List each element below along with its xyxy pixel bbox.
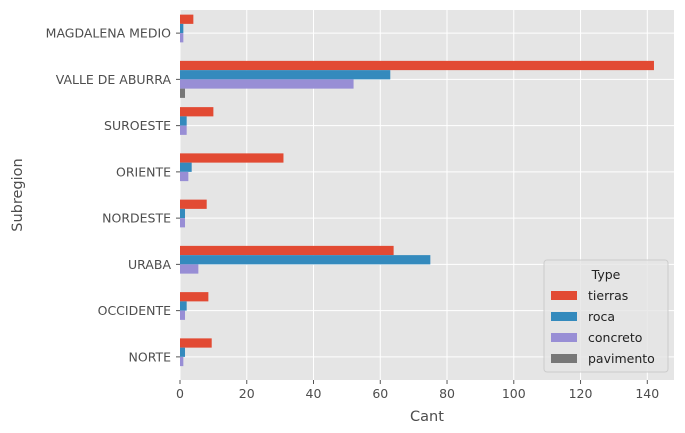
legend-swatch-pavimento [551, 354, 577, 363]
y-tick-label: SUROESTE [104, 118, 171, 133]
bar-roca-uraba [180, 255, 431, 265]
x-tick-label: 140 [635, 386, 659, 401]
bars [180, 14, 654, 367]
bar-roca-nordeste [180, 208, 186, 219]
legend-label-roca: roca [588, 309, 615, 324]
bar-tierras-norte [180, 338, 212, 348]
legend-title: Type [591, 267, 621, 282]
bar-tierras-occidente [180, 292, 209, 302]
legend-label-tierras: tierras [588, 288, 628, 303]
bar-concreto-suroeste [180, 125, 187, 135]
bar-concreto-norte [180, 356, 184, 367]
x-tick-label: 40 [306, 386, 322, 401]
bar-concreto-oriente [180, 171, 189, 182]
legend-swatch-concreto [551, 333, 577, 342]
x-axis-title: Cant [410, 409, 444, 425]
legend-swatch-roca [551, 312, 577, 321]
y-tick-label: OCCIDENTE [98, 303, 171, 318]
x-tick-label: 80 [439, 386, 455, 401]
bar-tierras-nordeste [180, 199, 207, 209]
bar-pavimento-valle-de-aburra [180, 88, 186, 98]
y-tick-label: ORIENTE [116, 164, 171, 179]
legend-swatch-tierras [551, 291, 577, 300]
legend-label-pavimento: pavimento [588, 351, 655, 366]
bar-concreto-uraba [180, 264, 199, 274]
bar-concreto-magdalena-medio [180, 33, 184, 43]
bar-tierras-uraba [180, 245, 394, 256]
bar-roca-norte [180, 347, 186, 357]
bar-roca-oriente [180, 162, 192, 172]
x-tick-label: 20 [239, 386, 255, 401]
bar-tierras-oriente [180, 153, 284, 163]
bar-roca-occidente [180, 301, 187, 311]
x-tick-label: 100 [502, 386, 526, 401]
bar-concreto-valle-de-aburra [180, 79, 354, 89]
bar-roca-suroeste [180, 116, 187, 126]
x-axis-ticks: 0 20 40 60 80 100 120 140 [176, 380, 659, 401]
legend-label-concreto: concreto [588, 330, 642, 345]
x-tick-label: 60 [372, 386, 388, 401]
legend-box [543, 259, 669, 373]
y-axis-title: Subregion [10, 158, 26, 231]
x-tick-label: 120 [569, 386, 593, 401]
y-axis-ticks: MAGDALENA MEDIO VALLE DE ABURRA SUROESTE OR… [46, 26, 180, 364]
bar-concreto-occidente [180, 310, 186, 320]
y-tick-label: URABA [128, 257, 171, 272]
x-tick-label: 0 [176, 386, 184, 401]
bar-tierras-valle-de-aburra [180, 60, 654, 71]
y-tick-label: MAGDALENA MEDIO [46, 26, 171, 41]
bar-tierras-magdalena-medio [180, 14, 194, 24]
y-tick-label: NORDESTE [102, 211, 171, 226]
bar-concreto-nordeste [180, 218, 186, 228]
y-tick-label: NORTE [129, 349, 172, 364]
bar-roca-magdalena-medio [180, 23, 184, 34]
y-tick-label: VALLE DE ABURRA [56, 72, 172, 87]
bar-tierras-suroeste [180, 107, 214, 117]
legend: Type tierras roca concreto pavimento [543, 259, 669, 373]
bar-roca-valle-de-aburra [180, 70, 391, 80]
